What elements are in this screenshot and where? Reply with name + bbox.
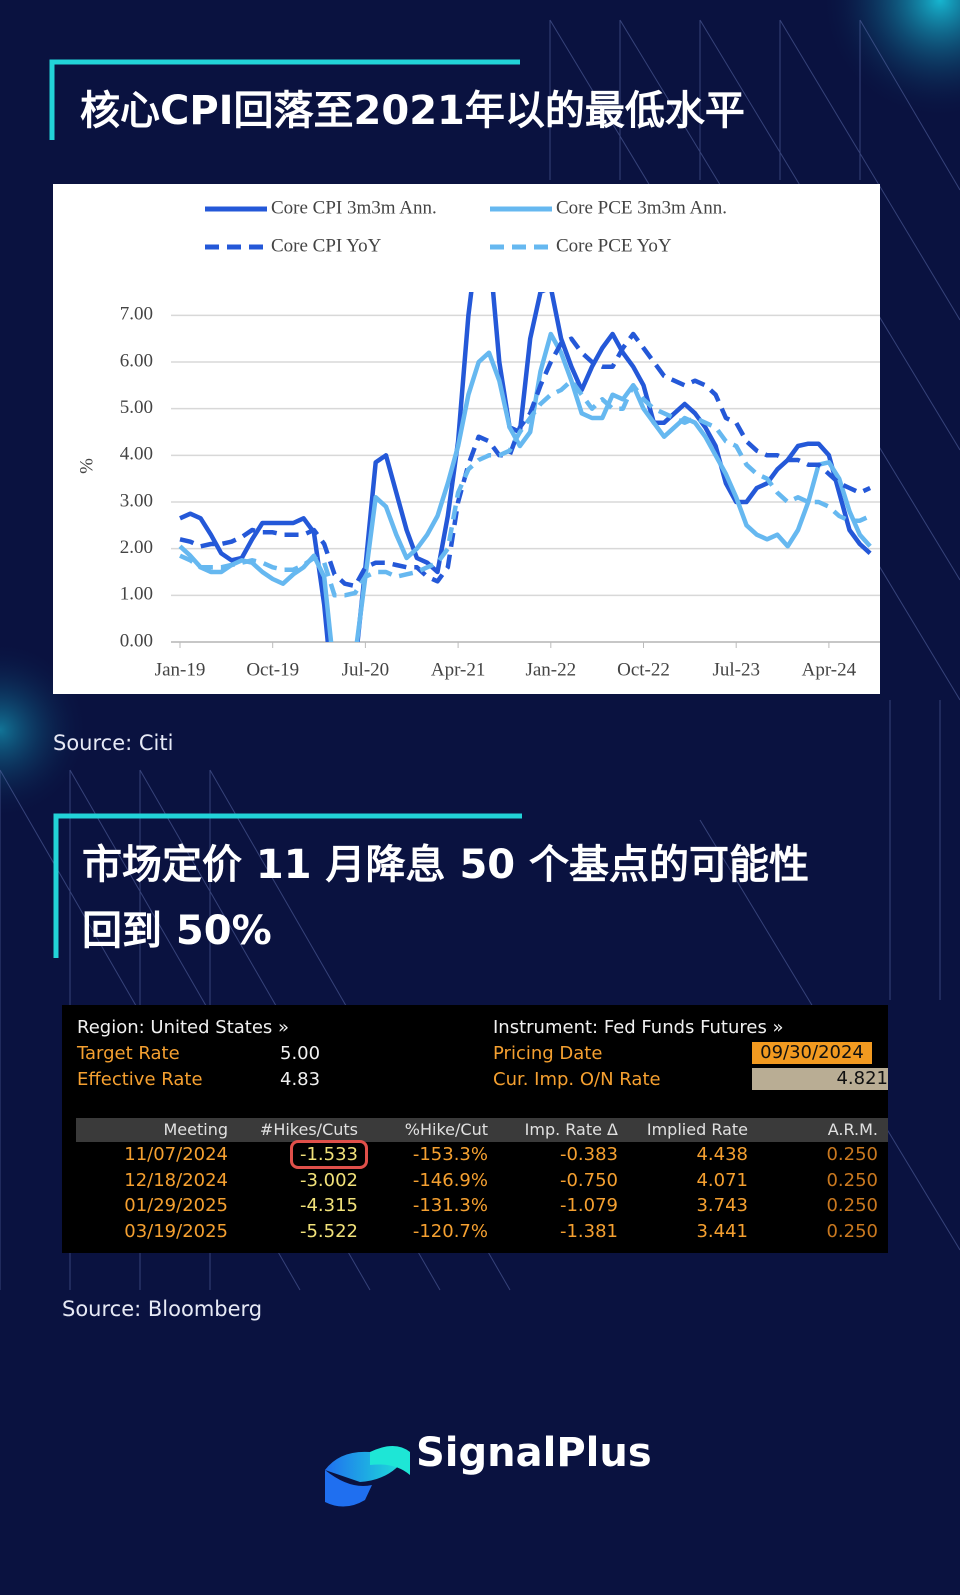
cell: -1.533: [289, 1140, 369, 1169]
cell: 03/19/2025: [124, 1220, 228, 1242]
header-bar: [76, 1118, 888, 1142]
cell: -131.3%: [412, 1195, 488, 1216]
x-tick-label: Jan-19: [155, 659, 206, 680]
y-tick-label: 0.00: [120, 630, 153, 651]
y-tick-label: 1.00: [120, 584, 153, 605]
plot-area: [179, 292, 872, 642]
title: 市场定价 11 月降息 50 个基点的可能性: [82, 842, 810, 888]
cell: 01/29/2025: [124, 1195, 228, 1216]
series-line: [179, 378, 872, 598]
x-tick-label: Apr-21: [431, 659, 486, 680]
title: 回到 50%: [82, 908, 272, 954]
cell: 4.438: [696, 1144, 748, 1165]
cell: 3.441: [696, 1220, 748, 1242]
title: 核心CPI回落至2021年以的最低水平: [80, 88, 745, 134]
cell: 3.743: [696, 1195, 748, 1216]
x-tick-label: Oct-19: [246, 659, 299, 680]
info-value: 4.83: [280, 1069, 321, 1090]
brand: SignalPlus: [416, 1430, 652, 1476]
cell: 12/18/2024: [124, 1169, 228, 1191]
cell: -0.750: [559, 1169, 618, 1191]
cell: -120.7%: [412, 1220, 488, 1242]
column-header: Meeting: [163, 1120, 228, 1139]
y-axis-label: %: [76, 458, 97, 474]
legend-label: Core PCE YoY: [556, 235, 672, 256]
y-tick-label: 5.00: [120, 397, 153, 418]
cell: -153.3%: [412, 1144, 488, 1165]
x-tick-label: Oct-22: [617, 659, 670, 680]
source: Source: Bloomberg: [62, 1297, 263, 1321]
cell: -0.383: [559, 1144, 618, 1165]
source: Source: Citi: [53, 731, 174, 755]
cell: 0.250: [826, 1195, 878, 1216]
y-tick-label: 2.00: [120, 537, 153, 558]
bloomberg-table: Region: United States » Instrument: Fed …: [62, 1005, 888, 1253]
series-line: [179, 292, 872, 642]
legend-label: Core PCE 3m3m Ann.: [556, 197, 727, 218]
x-tick-label: Jan-22: [525, 659, 576, 680]
cell: -4.315: [299, 1195, 358, 1216]
cell: 0.250: [826, 1169, 878, 1191]
legend-label: Core CPI 3m3m Ann.: [271, 197, 437, 218]
x-tick-label: Jul-23: [712, 659, 760, 680]
plot-area: [179, 331, 872, 589]
info-label: Effective Rate: [77, 1069, 203, 1090]
cell: -1.079: [559, 1195, 618, 1216]
x-tick-label: Jul-20: [342, 659, 390, 680]
info-value: 5.00: [280, 1043, 321, 1064]
column-header: %Hike/Cut: [404, 1120, 488, 1139]
y-tick-label: 7.00: [120, 304, 153, 325]
cell: 0.250: [826, 1144, 878, 1165]
cell: -5.522: [299, 1220, 358, 1242]
cell: 11/07/2024: [124, 1144, 228, 1165]
info-label: Pricing Date: [493, 1043, 603, 1064]
cell: -146.9%: [412, 1169, 488, 1191]
info-value: 09/30/2024: [752, 1042, 872, 1064]
series-line: [179, 331, 872, 589]
legend-label: Core CPI YoY: [271, 235, 382, 256]
chart: % 0.00 1.00 2.00 3.00 4.00 5.00 6.00 7.00 Jan-19…: [53, 184, 880, 694]
plot-area: [178, 331, 872, 642]
y-tick-label: 3.00: [120, 490, 153, 511]
y-tick-label: 6.00: [120, 350, 153, 371]
x-tick-label: Apr-24: [802, 659, 857, 680]
info-label: Target Rate: [77, 1043, 180, 1064]
series-line: [178, 331, 872, 642]
cell: -1.381: [559, 1220, 618, 1242]
column-header: Implied Rate: [646, 1120, 748, 1139]
info-value: 4.821: [752, 1068, 888, 1090]
plot-area: [179, 378, 872, 598]
info: Instrument: Fed Funds Futures »: [493, 1017, 784, 1038]
info: Region: United States »: [77, 1017, 290, 1038]
column-header: A.R.M.: [827, 1120, 878, 1139]
y-tick-label: 4.00: [120, 444, 153, 465]
column-header: #Hikes/Cuts: [259, 1120, 358, 1139]
column-header: Imp. Rate Δ: [524, 1120, 618, 1139]
info-label: Cur. Imp. O/N Rate: [493, 1069, 661, 1090]
cell: 0.250: [826, 1220, 878, 1242]
cell: -3.002: [299, 1169, 358, 1191]
cell: 4.071: [696, 1169, 748, 1191]
